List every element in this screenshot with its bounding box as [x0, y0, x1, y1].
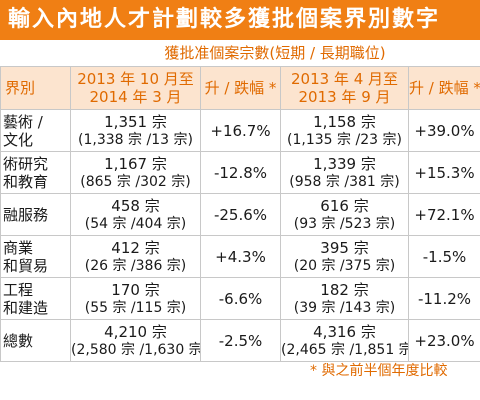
header-period1: 2013 年 10 月至 2014 年 3 月 [70, 66, 201, 110]
row-category-line1: 商業 [3, 238, 34, 257]
row-period2-total: 4,316 宗 [313, 322, 376, 341]
row-period1-total: 1,167 宗 [104, 154, 167, 173]
row-change1: -2.5% [200, 319, 281, 362]
row-change2: +39.0% [408, 109, 480, 152]
row-period2-total: 395 宗 [320, 238, 369, 257]
row-period1: 1,167 宗 (865 宗 /302 宗) [70, 151, 201, 194]
row-change1: -6.6% [200, 277, 281, 320]
row-period2-detail: (1,135 宗 /23 宗) [287, 131, 402, 148]
row-category: 商業 和貿易 [0, 235, 71, 278]
row-period2-detail: (958 宗 /381 宗) [289, 173, 400, 190]
row-period2: 616 宗 (93 宗 /523 宗) [280, 193, 409, 236]
row-period1-detail: (54 宗 /404 宗) [84, 215, 187, 232]
table-row: 商業 和貿易 412 宗 (26 宗 /386 宗) +4.3% 395 宗 (… [0, 235, 480, 278]
row-period1-detail: (865 宗 /302 宗) [80, 173, 191, 190]
row-period2-total: 1,339 宗 [313, 154, 376, 173]
row-category-line1: 總數 [3, 331, 34, 350]
row-period2-detail: (93 宗 /523 宗) [293, 215, 396, 232]
row-change1: -25.6% [200, 193, 281, 236]
row-period2-detail: (39 宗 /143 宗) [293, 299, 396, 316]
row-category: 藝術 / 文化 [0, 109, 71, 152]
row-period1-detail: (1,338 宗 /13 宗) [78, 131, 193, 148]
footnote: * 與之前半個年度比較 [310, 363, 448, 379]
row-period1: 4,210 宗 (2,580 宗 /1,630 宗) [70, 319, 201, 362]
row-change2: -1.5% [408, 235, 480, 278]
row-category-line1: 工程 [3, 280, 34, 299]
table-subheader: 獲批准個案宗數(短期 / 長期職位) [164, 44, 386, 62]
row-period2: 395 宗 (20 宗 /375 宗) [280, 235, 409, 278]
header-period1-line2: 2014 年 3 月 [89, 88, 182, 106]
row-category-line2: 文化 [3, 130, 34, 149]
row-period2-total: 1,158 宗 [313, 112, 376, 131]
row-period2-total: 182 宗 [320, 280, 369, 299]
row-category-line2: 和建造 [3, 298, 49, 317]
header-period1-line1: 2013 年 10 月至 [77, 70, 194, 88]
row-category-line2: 和貿易 [3, 256, 49, 275]
row-change2: +23.0% [408, 319, 480, 362]
row-period1-total: 170 宗 [111, 280, 160, 299]
row-period1-total: 4,210 宗 [104, 322, 167, 341]
row-change1: -12.8% [200, 151, 281, 194]
row-category-line1: 術研究 [3, 154, 49, 173]
header-change1: 升 / 跌幅 * [200, 66, 281, 110]
row-period1-detail: (55 宗 /115 宗) [84, 299, 187, 316]
row-period1: 170 宗 (55 宗 /115 宗) [70, 277, 201, 320]
row-change2: -11.2% [408, 277, 480, 320]
row-period1-total: 412 宗 [111, 238, 160, 257]
header-category: 界別 [0, 66, 71, 110]
row-period2-detail: (2,465 宗 /1,851 宗) [281, 341, 409, 358]
row-period2-total: 616 宗 [320, 196, 369, 215]
row-period1: 412 宗 (26 宗 /386 宗) [70, 235, 201, 278]
row-change1: +4.3% [200, 235, 281, 278]
row-period1-detail: (2,580 宗 /1,630 宗) [71, 341, 201, 358]
row-period1: 1,351 宗 (1,338 宗 /13 宗) [70, 109, 201, 152]
header-period2: 2013 年 4 月至 2013 年 9 月 [280, 66, 409, 110]
row-category: 術研究 和教育 [0, 151, 71, 194]
row-category-line1: 融服務 [3, 205, 49, 224]
table-row: 總數 4,210 宗 (2,580 宗 /1,630 宗) -2.5% 4,31… [0, 319, 480, 362]
row-period2: 1,339 宗 (958 宗 /381 宗) [280, 151, 409, 194]
row-category: 總數 [0, 319, 71, 362]
table-row: 藝術 / 文化 1,351 宗 (1,338 宗 /13 宗) +16.7% 1… [0, 109, 480, 152]
row-period2-detail: (20 宗 /375 宗) [293, 257, 396, 274]
row-period2: 1,158 宗 (1,135 宗 /23 宗) [280, 109, 409, 152]
row-period1-total: 1,351 宗 [104, 112, 167, 131]
row-change2: +15.3% [408, 151, 480, 194]
table-row: 融服務 458 宗 (54 宗 /404 宗) -25.6% 616 宗 (93… [0, 193, 480, 236]
row-period2: 4,316 宗 (2,465 宗 /1,851 宗) [280, 319, 409, 362]
row-category-line2: 和教育 [3, 172, 49, 191]
header-period2-line2: 2013 年 9 月 [298, 88, 391, 106]
header-row: 界別 2013 年 10 月至 2014 年 3 月 升 / 跌幅 * 2013… [0, 66, 480, 110]
header-period2-line1: 2013 年 4 月至 [290, 70, 399, 88]
table-row: 工程 和建造 170 宗 (55 宗 /115 宗) -6.6% 182 宗 (… [0, 277, 480, 320]
row-period1-detail: (26 宗 /386 宗) [84, 257, 187, 274]
row-change2: +72.1% [408, 193, 480, 236]
row-period1: 458 宗 (54 宗 /404 宗) [70, 193, 201, 236]
row-category-line1: 藝術 / [3, 112, 43, 131]
header-change2: 升 / 跌幅 * [408, 66, 480, 110]
row-period2: 182 宗 (39 宗 /143 宗) [280, 277, 409, 320]
data-table: 界別 2013 年 10 月至 2014 年 3 月 升 / 跌幅 * 2013… [0, 66, 480, 362]
row-category: 工程 和建造 [0, 277, 71, 320]
row-change1: +16.7% [200, 109, 281, 152]
table-title: 輸入內地人才計劃較多獲批個案界別數字 [0, 0, 480, 40]
row-period1-total: 458 宗 [111, 196, 160, 215]
table-row: 術研究 和教育 1,167 宗 (865 宗 /302 宗) -12.8% 1,… [0, 151, 480, 194]
row-category: 融服務 [0, 193, 71, 236]
